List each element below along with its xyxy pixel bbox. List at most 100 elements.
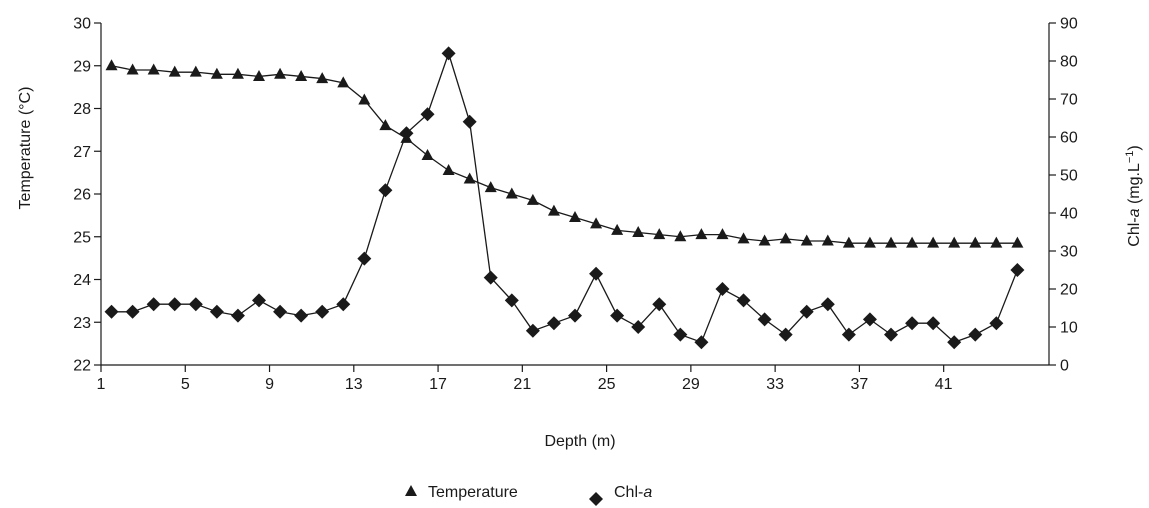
data-point-temperature (379, 119, 392, 131)
data-point-chl-a (778, 327, 793, 342)
data-point-chl-a (673, 327, 688, 342)
x-tick-label: 5 (181, 376, 190, 393)
data-point-chl-a (504, 293, 519, 308)
y-axis-title-right: Chl-a (mg.L−1) (1124, 145, 1143, 246)
data-point-chl-a (841, 327, 856, 342)
legend-chl-prefix: Chl- (614, 484, 643, 501)
data-point-temperature (316, 72, 329, 84)
data-point-chl-a (610, 308, 625, 323)
data-point-chl-a (799, 304, 814, 319)
series-layer (104, 46, 1025, 350)
data-point-temperature (505, 187, 518, 199)
y-tick-label-right: 20 (1060, 282, 1078, 299)
data-point-temperature (442, 163, 455, 175)
data-point-chl-a (420, 107, 435, 122)
data-point-temperature (653, 228, 666, 240)
data-point-chl-a (757, 312, 772, 327)
data-point-temperature (295, 69, 308, 81)
data-point-temperature (231, 67, 244, 79)
y-tick-label-left: 25 (73, 229, 91, 246)
legend-item-chl-a: Chl-a (589, 484, 652, 506)
x-tick-label: 33 (766, 376, 784, 393)
y-axis-title-left: Temperature (°C) (17, 87, 34, 210)
data-point-chl-a (568, 308, 582, 323)
y-tick-label-right: 0 (1060, 358, 1069, 375)
data-point-temperature (695, 228, 708, 240)
legend-label-temperature: Temperature (428, 484, 518, 501)
series-line-temperature (111, 65, 1018, 244)
y-tick-label-right: 90 (1060, 16, 1078, 33)
y-tick-label-left: 23 (73, 315, 91, 332)
data-point-temperature (948, 236, 961, 248)
data-point-temperature (906, 236, 919, 248)
data-point-chl-a (209, 304, 224, 319)
data-point-chl-a (125, 304, 140, 319)
x-tick-label: 21 (513, 376, 531, 393)
legend-triangle-marker (405, 485, 417, 496)
data-point-temperature (800, 234, 813, 246)
y-tick-label-left: 30 (73, 16, 91, 33)
data-point-temperature (863, 236, 876, 248)
data-point-temperature (969, 236, 982, 248)
data-point-chl-a (294, 308, 309, 323)
y-tick-label-left: 28 (73, 101, 91, 118)
y-tick-label-right: 80 (1060, 54, 1078, 71)
data-point-chl-a (652, 297, 667, 312)
data-point-chl-a (104, 304, 119, 319)
data-point-temperature (632, 225, 645, 237)
data-point-temperature (779, 232, 792, 244)
data-point-temperature (569, 211, 581, 223)
legend-label-chl-a: Chl-a (614, 484, 652, 501)
data-point-temperature (189, 65, 202, 77)
legend-item-temperature: Temperature (405, 484, 518, 501)
data-point-chl-a (525, 323, 540, 338)
data-point-chl-a (905, 316, 920, 331)
data-point-temperature (674, 230, 687, 242)
y-tick-label-left: 26 (73, 187, 91, 204)
data-point-chl-a (968, 327, 983, 342)
data-point-temperature (716, 228, 729, 240)
data-point-temperature (990, 236, 1003, 248)
data-point-chl-a (483, 270, 498, 285)
data-point-chl-a (546, 316, 561, 331)
data-point-chl-a (462, 114, 477, 129)
data-point-temperature (274, 67, 287, 79)
data-point-temperature (168, 65, 181, 77)
data-point-chl-a (989, 316, 1004, 331)
data-point-chl-a (230, 308, 245, 323)
data-point-chl-a (926, 316, 941, 331)
data-point-temperature (463, 172, 476, 184)
y-tick-label-right: 30 (1060, 244, 1078, 261)
legend-diamond-marker (589, 492, 603, 506)
data-point-chl-a (631, 320, 646, 334)
data-point-chl-a (1010, 263, 1025, 277)
data-point-chl-a (167, 297, 182, 312)
data-point-temperature (484, 181, 497, 193)
data-point-temperature (611, 223, 624, 235)
data-point-temperature (927, 236, 940, 248)
data-point-temperature (253, 69, 265, 81)
x-tick-label: 17 (429, 376, 447, 393)
data-point-temperature (1011, 236, 1024, 248)
y-tick-label-right: 40 (1060, 206, 1078, 223)
legend: Temperature Chl-a (405, 484, 652, 506)
data-point-temperature (821, 234, 834, 246)
y2-title-close: ) (1126, 145, 1143, 150)
data-point-chl-a (336, 297, 351, 312)
data-point-temperature (526, 193, 539, 205)
y2-title-suffix: (mg.L (1126, 163, 1143, 208)
series-line-chl-a (111, 51, 1019, 344)
data-point-temperature (421, 149, 434, 161)
data-point-chl-a (820, 297, 835, 312)
data-point-chl-a (947, 335, 962, 350)
y-tick-label-left: 24 (73, 272, 91, 289)
axes-layer: 22 23 24 25 26 27 28 29 30 0 10 20 30 40 50 60 70 80 90 1 5 9… (73, 16, 1078, 394)
data-point-chl-a (252, 293, 266, 308)
x-tick-label: 25 (598, 376, 616, 393)
y-tick-label-left: 29 (73, 58, 91, 75)
y-tick-label-left: 22 (73, 358, 91, 375)
x-tick-label: 13 (345, 376, 363, 393)
y2-title-prefix: Chl- (1126, 217, 1143, 246)
